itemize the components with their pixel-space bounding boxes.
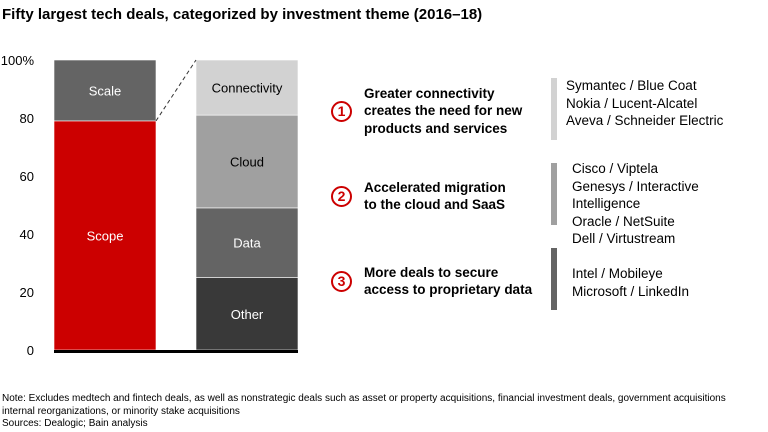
deal-item: Cisco / Viptela <box>572 161 659 176</box>
y-tick-label: 80 <box>20 111 34 126</box>
theme-1: 1 Greater connectivity creates the need fo… <box>331 83 522 139</box>
theme-2: 2 Accelerated migration to the cloud and S… <box>331 168 506 224</box>
bar-segment-scope <box>53 120 157 351</box>
theme-text-line: More deals to secure <box>364 264 499 280</box>
segment-label: Scale <box>89 83 122 98</box>
note-line: Note: Excludes medtech and fintech deals… <box>2 393 726 404</box>
segment-label: Connectivity <box>212 81 283 96</box>
deal-item: Microsoft / LinkedIn <box>572 283 690 299</box>
connector-line <box>155 59 197 122</box>
bar-segment-scale <box>53 59 157 122</box>
segment-label: Scope <box>87 228 124 243</box>
theme-color-bar <box>551 248 557 310</box>
theme-description: Accelerated migration to the cloud and Sa… <box>364 179 506 214</box>
sources-line: Sources: Dealogic; Bain analysis <box>2 418 148 429</box>
deal-item: Dell / Virtustream <box>572 231 676 246</box>
stacked-bar-chart: 0 20 40 60 80 100% Scope Scale Other Data Cloud Con… <box>1 53 299 358</box>
baseline-axis <box>54 350 298 353</box>
chart-title: Fifty largest tech deals, categorized by… <box>2 6 483 23</box>
deal-list: Intel / Mobileye Microsoft / LinkedIn <box>572 265 689 300</box>
y-tick-label: 100% <box>1 53 35 68</box>
footnote: Note: Excludes medtech and fintech deals… <box>2 393 726 431</box>
theme-3: 3 More deals to secure access to proprieta… <box>331 253 532 309</box>
bar-segment-connectivity <box>195 59 299 116</box>
theme-text-line: Accelerated migration <box>364 179 506 195</box>
number-badge: 2 <box>331 185 352 207</box>
deal-item: Aveva / Schneider Electric <box>566 113 724 128</box>
bar-segment-data <box>195 207 299 278</box>
bar-segment-cloud <box>195 114 299 209</box>
theme-text-line: to the cloud and SaaS <box>364 197 506 212</box>
theme-text-line: creates the need for new <box>364 103 523 119</box>
number-badge: 3 <box>331 270 352 292</box>
deal-item: Nokia / Lucent-Alcatel <box>566 95 698 111</box>
deal-list: Cisco / Viptela Genesys / Interactive Int… <box>572 160 768 248</box>
y-tick-label: 40 <box>20 227 34 242</box>
segment-label: Cloud <box>230 155 264 170</box>
theme-text-line: Greater connectivity <box>364 85 495 101</box>
segment-label: Data <box>233 236 261 251</box>
deal-item: Symantec / Blue Coat <box>566 78 697 93</box>
y-tick-label: 60 <box>20 169 34 184</box>
note-line: internal reorganizations, or minority st… <box>2 405 240 417</box>
theme-description: More deals to secure access to proprietar… <box>364 264 532 299</box>
deal-item: Oracle / NetSuite <box>572 213 675 229</box>
theme-description: Greater connectivity creates the need for… <box>364 85 522 138</box>
segment-label: Other <box>231 307 264 322</box>
theme-text-line: access to proprietary data <box>364 282 533 297</box>
y-tick-label: 0 <box>27 343 34 358</box>
theme-color-bar <box>551 78 557 140</box>
number-badge: 1 <box>331 100 352 122</box>
theme-color-bar <box>551 163 557 225</box>
deal-item: Genesys / Interactive Intelligence <box>572 178 699 212</box>
deal-list: Symantec / Blue Coat Nokia / Lucent-Alcat… <box>566 77 723 130</box>
y-tick-label: 20 <box>20 285 34 300</box>
deal-item: Intel / Mobileye <box>572 266 663 281</box>
theme-text-line: products and services <box>364 120 508 136</box>
